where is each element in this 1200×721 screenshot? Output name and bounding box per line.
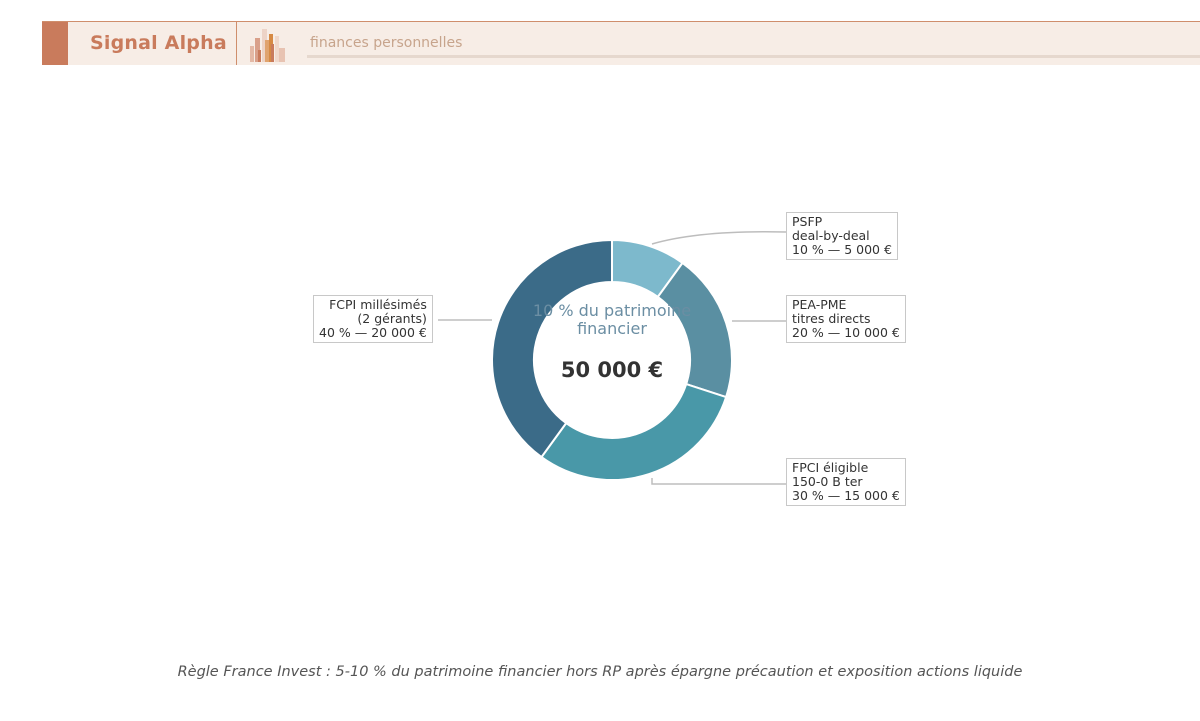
slice-fpci (540, 382, 728, 481)
callout-line: 20 % — 10 000 € (792, 325, 900, 340)
header-separator (236, 22, 237, 65)
tagline: finances personnelles (310, 35, 463, 51)
footnote: Règle France Invest : 5-10 % du patrimoi… (177, 664, 1023, 680)
callout-line: 40 % — 20 000 € (319, 325, 427, 340)
skyline-logo-icon (250, 29, 285, 62)
leader-line-psfp (651, 231, 787, 245)
header-band: Signal Alpha finances personnelles (42, 21, 1200, 65)
callout-line: FPCI éligible (792, 460, 869, 475)
brand-name[interactable]: Signal Alpha (90, 32, 227, 54)
callout-line: PEA-PME (792, 297, 847, 312)
callout-line: FCPI millésimés (329, 297, 427, 312)
callout-line: PSFP (792, 214, 823, 229)
slice-fcpi (491, 238, 613, 459)
callout-psfp: PSFP deal-by-deal 10 % — 5 000 € (786, 212, 898, 260)
callout-line: (2 gérants) (357, 311, 427, 326)
callout-line: 10 % — 5 000 € (792, 242, 892, 257)
callout-line: titres directs (792, 311, 871, 326)
callout-line: deal-by-deal (792, 228, 870, 243)
center-label: 10 % du patrimoine financier (532, 301, 692, 338)
header-accent (42, 22, 68, 65)
callout-line: 30 % — 15 000 € (792, 488, 900, 503)
center-value: 50 000 € (560, 358, 664, 382)
callout-fpci: FPCI éligible 150-0 B ter 30 % — 15 000 € (786, 458, 906, 506)
tagline-underline (307, 55, 1200, 58)
callout-pea-pme: PEA-PME titres directs 20 % — 10 000 € (786, 295, 906, 343)
callout-line: 150-0 B ter (792, 474, 863, 489)
callout-fcpi: FCPI millésimés (2 gérants) 40 % — 20 000 … (313, 295, 433, 343)
leader-line-fpci (651, 478, 786, 485)
